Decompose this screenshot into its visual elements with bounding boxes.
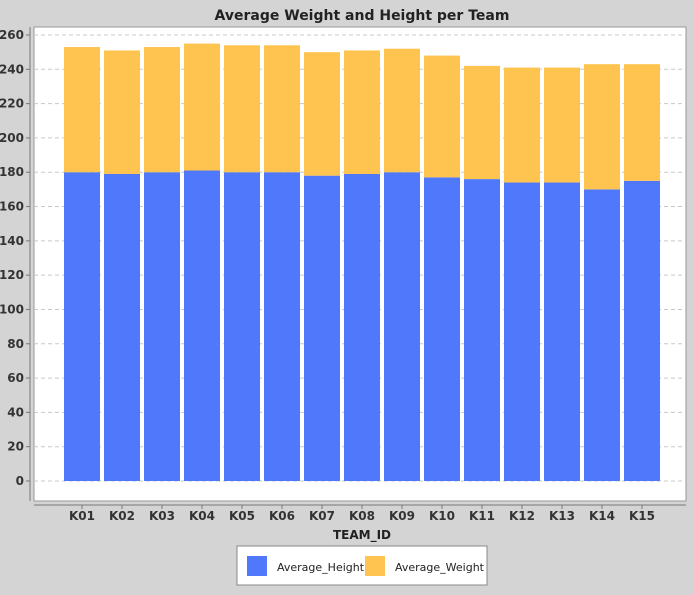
bars (64, 43, 660, 482)
bar-average-height-k03 (144, 172, 180, 481)
legend: Average_Height Average_Weight (236, 545, 488, 586)
bar-average-weight-k05 (224, 45, 260, 173)
bar-average-height-k04 (184, 170, 220, 481)
legend-label: Average_Weight (395, 561, 485, 574)
x-tick-label: K15 (629, 509, 655, 523)
y-axis: 0 20 40 60 80 100 120 140 160 180 200 220 240 260 (0, 27, 31, 501)
bar-average-weight-k03 (144, 47, 180, 173)
y-tick-label: 100 (0, 302, 24, 316)
x-tick-label: K07 (309, 509, 335, 523)
y-tick-label: 60 (7, 371, 24, 385)
bar-average-weight-k09 (384, 48, 420, 173)
legend-label: Average_Height (277, 561, 365, 574)
y-tick-label: 180 (0, 165, 24, 179)
x-tick-label: K14 (589, 509, 615, 523)
y-tick-label: 80 (7, 337, 24, 351)
bar-average-weight-k02 (104, 50, 140, 174)
x-tick-label: K11 (469, 509, 495, 523)
bar-average-weight-k13 (544, 67, 580, 183)
y-tick-label: 160 (0, 200, 24, 214)
x-tick-label: K10 (429, 509, 455, 523)
x-tick-label: K02 (109, 509, 135, 523)
y-tick-label: 0 (16, 474, 24, 488)
bar-average-height-k02 (104, 173, 140, 481)
y-tick-label: 20 (7, 440, 24, 454)
x-tick-label: K13 (549, 509, 575, 523)
x-axis: K01 K02 K03 K04 K05 K06 K07 K08 K09 K10 K11 K12 K13 K… (34, 504, 686, 523)
chart-title: Average Weight and Height per Team (215, 8, 510, 24)
bar-average-height-k06 (264, 172, 300, 481)
bar-average-height-k15 (624, 180, 660, 482)
bar-average-height-k05 (224, 172, 260, 481)
bar-average-weight-k15 (624, 64, 660, 181)
y-tick-label: 240 (0, 62, 24, 76)
bar-average-height-k13 (544, 182, 580, 481)
bar-average-weight-k08 (344, 50, 380, 174)
x-tick-label: K01 (69, 509, 95, 523)
y-tick-label: 200 (0, 131, 24, 145)
bar-average-weight-k12 (504, 67, 540, 183)
bar-average-weight-k06 (264, 45, 300, 173)
bar-average-weight-k01 (64, 47, 100, 173)
bar-average-weight-k04 (184, 43, 220, 171)
legend-swatch (247, 556, 267, 576)
x-tick-label: K12 (509, 509, 535, 523)
bar-average-height-k09 (384, 172, 420, 481)
x-tick-label: K05 (229, 509, 255, 523)
x-tick-label: K03 (149, 509, 175, 523)
x-axis-label: TEAM_ID (333, 528, 391, 543)
y-tick-label: 140 (0, 234, 24, 248)
y-tick-label: 40 (7, 405, 24, 419)
bar-average-weight-k11 (464, 65, 500, 180)
x-tick-label: K04 (189, 509, 215, 523)
bar-average-height-k07 (304, 175, 340, 481)
bar-average-height-k12 (504, 182, 540, 481)
bar-average-height-k11 (464, 179, 500, 482)
y-tick-label: 120 (0, 268, 24, 282)
y-tick-label: 220 (0, 97, 24, 111)
y-tick-label: 260 (0, 28, 24, 42)
x-tick-label: K06 (269, 509, 295, 523)
bar-average-weight-k14 (584, 64, 620, 190)
x-tick-label: K08 (349, 509, 375, 523)
bar-average-height-k14 (584, 189, 620, 481)
legend-swatch (365, 556, 385, 576)
bar-average-height-k08 (344, 173, 380, 481)
x-tick-label: K09 (389, 509, 415, 523)
legend-box (236, 545, 488, 586)
bar-average-weight-k10 (424, 55, 460, 178)
bar-average-height-k01 (64, 172, 100, 481)
bar-average-weight-k07 (304, 52, 340, 176)
bar-average-height-k10 (424, 177, 460, 481)
